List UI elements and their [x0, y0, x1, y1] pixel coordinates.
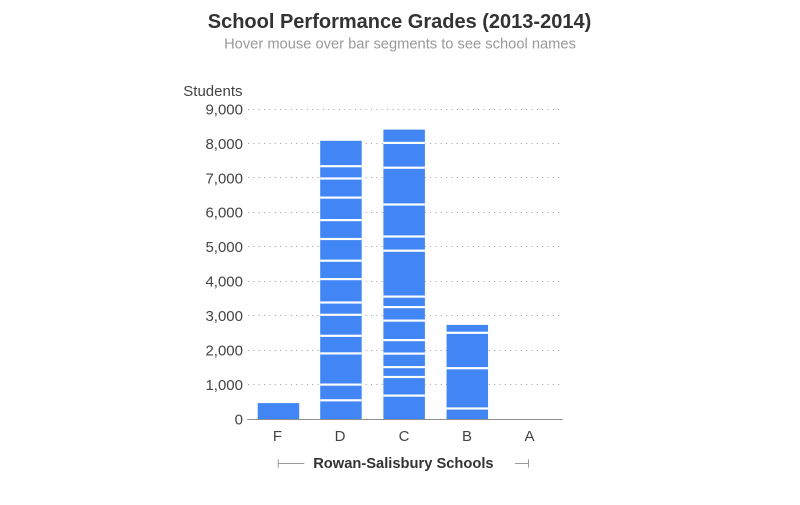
svg-text:School Performance Grades (201: School Performance Grades (2013-2014)	[208, 11, 592, 33]
svg-text:1,000: 1,000	[205, 377, 243, 394]
svg-text:Students: Students	[183, 83, 242, 100]
svg-text:9,000: 9,000	[205, 101, 243, 118]
svg-text:B: B	[462, 428, 472, 445]
svg-text:Hover mouse over bar segments: Hover mouse over bar segments to see sch…	[224, 37, 576, 53]
svg-text:Rowan-Salisbury Schools: Rowan-Salisbury Schools	[313, 456, 493, 472]
svg-text:D: D	[335, 428, 346, 445]
svg-text:2,000: 2,000	[205, 343, 243, 360]
svg-text:0: 0	[235, 411, 243, 428]
svg-text:8,000: 8,000	[205, 136, 243, 153]
svg-text:7,000: 7,000	[205, 170, 243, 187]
svg-text:F: F	[273, 428, 282, 445]
svg-text:4,000: 4,000	[205, 274, 243, 291]
svg-text:C: C	[399, 428, 410, 445]
svg-text:6,000: 6,000	[205, 205, 243, 222]
svg-text:A: A	[524, 428, 534, 445]
svg-text:5,000: 5,000	[205, 239, 243, 256]
svg-text:3,000: 3,000	[205, 308, 243, 325]
